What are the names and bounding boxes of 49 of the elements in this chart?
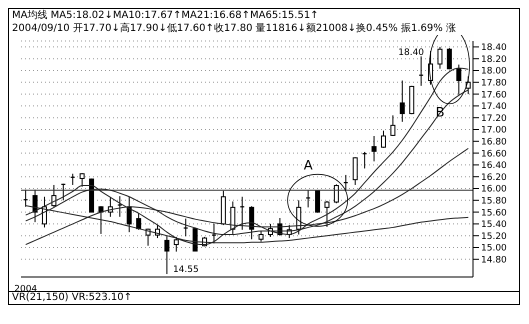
candlestick [418,56,424,86]
y-tick-label: 16.20 [481,172,508,183]
candlestick [400,80,405,122]
candlestick [51,184,56,208]
candlestick [362,151,368,169]
candlestick [240,196,245,230]
y-tick-label: 16.00 [481,184,508,195]
candlestick [390,114,396,136]
y-tick-label: 17.80 [481,78,508,88]
y-tick-label: 18.00 [481,66,508,77]
candlestick [258,230,264,242]
chart-title: MA均线 MA5:18.02↓MA10:17.67↑MA21:16.68↑MA65:15.51↑ [11,9,320,22]
candlestick [23,189,28,208]
candlestick [174,236,179,252]
candlestick [80,172,85,188]
y-tick-label: 18.40 [481,43,508,54]
y-tick-label: 17.00 [481,126,508,136]
candlestick [70,173,76,186]
candlestick [446,48,452,70]
candlestick [380,130,386,148]
candlestick [324,200,330,228]
y-tick-label: 16.40 [481,161,508,172]
candlestick [136,212,142,230]
candlestick [437,46,442,70]
candlestick [456,64,462,96]
candlestick [230,200,236,234]
y-tick-label: 16.60 [481,149,508,160]
candlestick [372,135,377,162]
y-tick-label: 14.80 [481,255,508,266]
y-tick-label: 17.60 [481,90,508,100]
candlestick [164,235,170,275]
y-tick-label: 15.60 [481,208,508,218]
text: VR(21,150) VR:523.10↑ [9,291,519,304]
chart-subtitle: 2004/09/10 开17.70↓高17.90↓低17.60↑收17.80 量11816↓额21008↓换0.45% 振1.69% 涨 [11,22,457,35]
annotation: 18.40 [398,48,424,58]
candlestick [352,156,358,186]
y-tick-label: 16.80 [481,137,508,148]
y-tick-label: 15.80 [481,196,508,206]
y-tick-label: 15.20 [481,232,508,242]
candlestick [334,184,339,204]
y-tick-label: 17.40 [481,102,508,112]
y-tick-label: 17.20 [481,114,508,124]
line-series [25,68,469,246]
annotation: A [304,158,313,174]
y-tick-label: 18.20 [481,54,508,65]
candlestick [249,206,254,240]
annotation: 14.55 [172,265,199,276]
y-tick-label: 15.40 [481,220,508,230]
y-tick-label: 15.00 [481,244,508,254]
